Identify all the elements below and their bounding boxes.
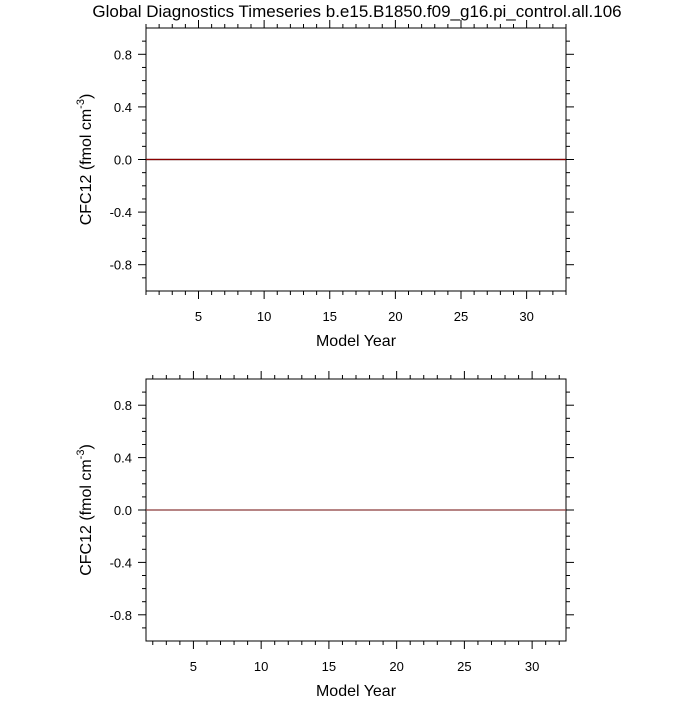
- bottom-y-tick-label: -0.4: [110, 555, 132, 570]
- top-x-axis-label: Model Year: [316, 333, 397, 350]
- top-x-tick-label: 15: [323, 309, 337, 324]
- top-y-axis-label-close: ): [78, 94, 95, 99]
- top-y-tick-label: 0.4: [114, 100, 132, 115]
- bottom-y-tick-label: 0.0: [114, 503, 132, 518]
- bottom-x-tick-label: 10: [254, 659, 268, 674]
- top-x-tick-label: 10: [257, 309, 271, 324]
- bottom-x-tick-label: 30: [525, 659, 539, 674]
- bottom-x-tick-label: 5: [190, 659, 197, 674]
- top-y-tick-label: -0.8: [110, 258, 132, 273]
- bottom-x-tick-label: 15: [322, 659, 336, 674]
- top-y-tick-label: 0.8: [114, 47, 132, 62]
- chart-title: Global Diagnostics Timeseries b.e15.B185…: [92, 2, 621, 21]
- bottom-y-tick-label: -0.8: [110, 608, 132, 623]
- bottom-y-axis-label: CFC12 (fmol cm-3): [75, 444, 95, 576]
- bottom-x-axis-label: Model Year: [316, 683, 397, 700]
- top-y-axis-label-superscript: -3: [75, 99, 87, 109]
- top-y-tick-label: -0.4: [110, 205, 132, 220]
- top-y-axis-label-main: CFC12 (fmol cm: [78, 109, 95, 225]
- top-y-tick-label: 0.0: [114, 153, 132, 168]
- bottom-y-axis-label-superscript: -3: [75, 450, 87, 460]
- bottom-x-tick-label: 20: [389, 659, 403, 674]
- bottom-x-tick-label: 25: [457, 659, 471, 674]
- bottom-y-tick-label: 0.4: [114, 451, 132, 466]
- top-x-tick-label: 30: [519, 309, 533, 324]
- top-x-tick-label: 25: [454, 309, 468, 324]
- top-x-tick-label: 5: [195, 309, 202, 324]
- top-y-axis-label: CFC12 (fmol cm-3): [75, 94, 95, 226]
- top-x-tick-label: 20: [388, 309, 402, 324]
- bottom-y-axis-label-main: CFC12 (fmol cm: [78, 459, 95, 575]
- bottom-y-tick-label: 0.8: [114, 398, 132, 413]
- bottom-y-axis-label-close: ): [78, 444, 95, 449]
